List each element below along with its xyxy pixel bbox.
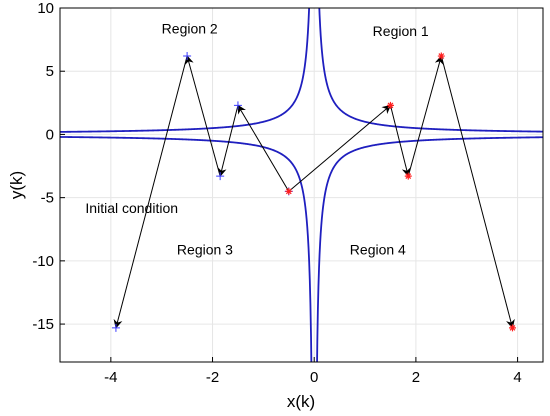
- trajectory-arrow: [217, 105, 239, 178]
- plus-marker: [111, 323, 120, 332]
- region-annotation: Region 2: [162, 20, 218, 36]
- trajectory-arrow: [288, 104, 392, 192]
- curve-negative-reciprocal: [60, 8, 311, 133]
- x-tick-label: -2: [206, 369, 219, 386]
- x-tick-label: -4: [104, 369, 117, 386]
- trajectory-arrow: [113, 55, 188, 329]
- region-annotation: Initial condition: [85, 200, 178, 216]
- y-tick-label: 0: [46, 126, 54, 143]
- tick-group: -4 -2 0 2 4 10 5 0 -5 -10 -15: [32, 0, 521, 386]
- grid-lines: [60, 7, 543, 362]
- trajectory-arrow: [237, 104, 290, 192]
- plus-marker: [216, 172, 225, 181]
- star-marker: [437, 52, 445, 60]
- star-marker: [285, 187, 293, 195]
- x-tick-label: 0: [310, 369, 318, 386]
- region-annotation: Region 1: [373, 23, 429, 39]
- y-tick-label: -5: [41, 190, 54, 207]
- curve-negative-reciprocal: [316, 136, 543, 362]
- plus-marker: [183, 52, 192, 61]
- y-tick-label: -10: [32, 253, 54, 270]
- marker-group: [111, 52, 516, 332]
- curve-reciprocal: [318, 8, 543, 133]
- curve-group: [60, 8, 543, 362]
- annotation-group: Region 1 Region 2 Region 3 Region 4 Initial …: [85, 20, 429, 257]
- trajectory-arrow: [184, 55, 221, 177]
- x-tick-label: 2: [412, 369, 420, 386]
- y-tick-label: -15: [32, 316, 54, 333]
- plot-frame: [59, 7, 544, 363]
- x-axis-label: x(k): [287, 392, 315, 411]
- star-marker: [404, 172, 412, 180]
- star-marker: [386, 101, 394, 109]
- region-annotation: Region 3: [177, 242, 233, 258]
- y-axis-label: y(k): [7, 171, 26, 199]
- curve-reciprocal: [60, 136, 313, 362]
- trajectory-arrow: [440, 55, 515, 329]
- y-tick-label: 5: [46, 63, 54, 80]
- trajectory-arrow: [389, 105, 411, 178]
- arrow-group: [113, 55, 515, 329]
- star-marker: [508, 324, 516, 332]
- x-tick-label: 4: [513, 369, 521, 386]
- plus-marker: [233, 101, 242, 110]
- region-annotation: Region 4: [350, 242, 406, 258]
- trajectory-arrow: [407, 55, 444, 177]
- y-tick-label: 10: [37, 0, 54, 17]
